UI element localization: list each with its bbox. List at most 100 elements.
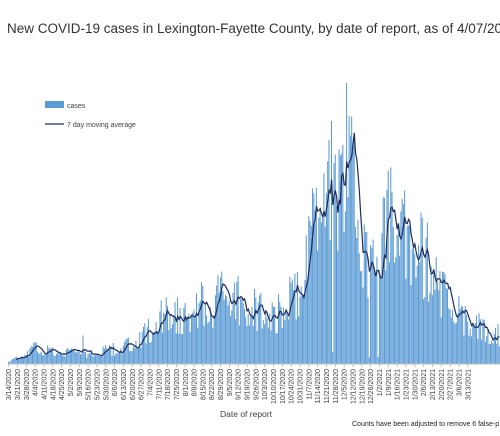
bar-day-287 [370,245,372,364]
bar-day-28 [43,354,45,364]
bar-day-57 [79,354,81,364]
bar-day-239 [309,220,311,364]
bar-day-151 [198,303,200,364]
bar-day-192 [250,315,252,364]
bar-day-332 [426,222,428,364]
bar-day-150 [197,327,199,364]
bar-day-303 [390,167,392,364]
bar-day-70 [96,355,98,364]
bar-day-75 [102,346,104,364]
bar-day-334 [429,292,431,364]
bar-day-355 [455,322,457,364]
bar-day-25 [39,352,41,364]
bar-day-293 [377,356,379,364]
bar-day-55 [77,349,79,364]
bar-day-264 [341,153,343,364]
bar-day-93 [125,339,127,364]
bar-day-148 [194,316,196,364]
bar-day-237 [306,281,309,364]
moving-average-line [15,132,500,361]
bar-day-387 [496,343,498,364]
bar-day-250 [323,173,325,364]
bar-day-184 [240,298,242,364]
x-tick-label-14: 6/20/2020 [130,369,137,400]
x-tick-label-25: 9/5/2020 [227,369,234,396]
bar-day-310 [399,255,401,364]
bar-day-173 [226,296,228,364]
bar-day-155 [203,325,205,364]
bar-day-333 [428,301,430,364]
bar-day-345 [443,271,445,364]
bar-day-281 [362,287,364,364]
bar-day-36 [53,355,55,364]
bar-day-346 [444,274,446,364]
bar-day-242 [313,193,315,364]
bar-day-72 [98,355,100,364]
bar-day-213 [276,333,278,364]
bar-day-114 [151,333,153,364]
bar-day-26 [40,352,42,364]
bar-day-330 [424,297,426,364]
bar-day-208 [270,330,272,364]
bar-day-389 [498,346,500,364]
bar-day-169 [221,271,223,364]
bar-day-271 [349,135,351,364]
bar-day-77 [105,344,107,364]
bar-day-17 [29,348,31,364]
bar-day-145 [190,315,192,364]
bar-day-230 [298,316,300,364]
bar-day-1 [9,362,11,364]
x-tick-label-51: 3/6/2021 [457,369,464,396]
bar-day-50 [71,348,73,364]
bar-day-270 [348,115,350,365]
bar-day-10 [20,356,22,364]
x-tick-label-9: 5/16/2020 [86,369,93,400]
bar-day-185 [241,297,243,364]
legend: cases 7 day moving average [45,101,136,129]
bar-day-219 [284,320,286,364]
bar-day-18 [30,346,32,364]
bar-day-342 [439,271,441,364]
legend-cases-swatch [45,101,64,108]
bar-day-102 [136,349,138,364]
bar-day-138 [182,333,184,364]
bar-day-123 [163,312,165,364]
bar-day-277 [357,219,359,364]
bar-day-161 [211,316,213,364]
bar-day-289 [372,239,374,364]
bar-day-142 [187,316,189,364]
bar-day-234 [303,294,305,364]
bar-day-357 [458,296,460,364]
bar-day-304 [391,192,393,364]
bar-day-104 [139,332,141,364]
bar-day-94 [126,338,128,364]
bar-day-149 [195,293,197,364]
bar-day-0 [8,361,10,364]
bar-day-316 [406,225,408,364]
bar-day-166 [217,275,219,364]
bar-day-207 [269,313,271,364]
x-tick-label-36: 11/21/2020 [324,369,331,404]
bar-day-113 [150,342,152,364]
bar-day-85 [115,353,117,364]
bar-day-204 [265,312,267,364]
bar-day-298 [383,197,385,364]
bar-day-183 [238,325,240,364]
bar-day-152 [199,300,201,364]
bar-day-61 [84,352,86,364]
bar-day-291 [375,276,377,364]
bar-day-118 [156,330,158,364]
bar-day-353 [453,321,455,364]
bar-day-140 [184,302,186,364]
x-tick-label-6: 4/25/2020 [59,369,66,400]
bar-day-186 [242,302,244,364]
bar-day-344 [441,271,443,364]
bar-day-233 [301,295,303,364]
bar-day-225 [291,279,293,364]
bar-day-13 [24,354,26,364]
bar-day-52 [73,350,75,364]
bar-day-68 [93,355,95,364]
bar-day-56 [78,351,80,364]
bar-day-126 [166,305,168,364]
bar-day-257 [332,352,334,364]
